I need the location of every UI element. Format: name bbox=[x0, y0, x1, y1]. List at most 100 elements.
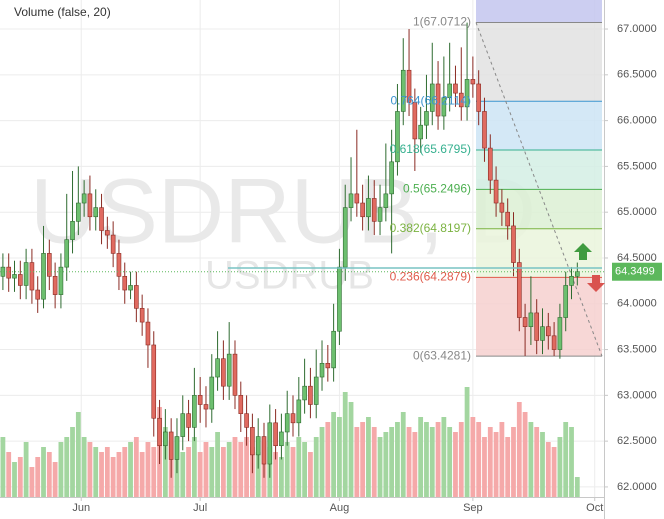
candle-body bbox=[41, 253, 46, 300]
volume-bar bbox=[52, 462, 58, 497]
volume-legend: Volume (false, 20) bbox=[14, 5, 111, 19]
candle-body bbox=[244, 413, 249, 428]
volume-bar bbox=[308, 452, 313, 497]
volume-bar bbox=[354, 427, 360, 497]
volume-bar bbox=[12, 462, 17, 497]
volume-bar bbox=[557, 437, 563, 497]
candle-body bbox=[105, 230, 110, 236]
x-tick-label: Oct bbox=[586, 502, 603, 514]
volume-bar bbox=[511, 427, 516, 497]
candle-body bbox=[99, 207, 104, 231]
x-tick-label: Jun bbox=[72, 502, 90, 514]
candle-body bbox=[313, 376, 319, 405]
volume-bar bbox=[331, 412, 337, 497]
sell-arrow[interactable] bbox=[587, 275, 605, 292]
volume-bar bbox=[58, 442, 64, 497]
volume-bar bbox=[499, 422, 505, 497]
candle-body bbox=[325, 362, 331, 369]
fib-label: 0.5(65.2496) bbox=[403, 182, 471, 196]
candle-body bbox=[447, 83, 452, 99]
volume-bar bbox=[191, 437, 197, 497]
candle-body bbox=[354, 193, 360, 204]
volume-bar bbox=[180, 452, 186, 497]
candle-body bbox=[418, 124, 423, 140]
volume-bar bbox=[162, 427, 168, 497]
candle-body bbox=[569, 275, 574, 286]
candle-body bbox=[134, 285, 139, 309]
fib-label: 0.764(66.2114) bbox=[390, 93, 471, 107]
volume-bar bbox=[453, 432, 458, 497]
fib-band bbox=[476, 101, 602, 150]
buy-arrow[interactable] bbox=[574, 243, 592, 260]
volume-bar bbox=[476, 422, 482, 497]
x-tick-label: Jul bbox=[193, 502, 207, 514]
volume-bar bbox=[128, 442, 133, 497]
candle-body bbox=[516, 262, 522, 318]
volume-bar bbox=[418, 417, 424, 497]
volume-bar bbox=[424, 422, 429, 497]
volume-bar bbox=[395, 422, 400, 497]
candle-body bbox=[145, 321, 151, 346]
candle-body bbox=[215, 358, 220, 378]
candle-body bbox=[47, 253, 52, 277]
fib-band bbox=[476, 277, 602, 357]
volume-bar bbox=[447, 427, 453, 497]
volume-bar bbox=[528, 422, 534, 497]
candle-body bbox=[186, 413, 191, 428]
volume-bar bbox=[238, 442, 244, 497]
candle-body bbox=[493, 179, 499, 204]
volume-bar bbox=[70, 427, 75, 497]
volume-bar bbox=[75, 412, 81, 497]
volume-bar bbox=[337, 417, 342, 497]
fib-label: 0(63.4281) bbox=[413, 348, 471, 362]
volume-bar bbox=[366, 417, 371, 497]
volume-bar bbox=[93, 447, 99, 497]
candle-body bbox=[348, 193, 354, 208]
volume-bar bbox=[244, 437, 249, 497]
y-tick-label: 67.0000 bbox=[617, 23, 657, 35]
candle-body bbox=[464, 79, 470, 108]
candle-body bbox=[337, 266, 342, 332]
candle-body bbox=[64, 239, 70, 268]
candle-body bbox=[116, 253, 122, 277]
volume-bar bbox=[226, 442, 232, 497]
last-price-label: 64.3499 bbox=[615, 266, 655, 278]
watermark: USDRUB, D bbox=[30, 160, 536, 262]
volume-bar bbox=[482, 437, 487, 497]
candle-body bbox=[499, 202, 505, 213]
candle-body bbox=[551, 335, 557, 350]
volume-bar bbox=[46, 452, 52, 497]
volume-bar bbox=[41, 447, 46, 497]
x-tick-label: Sep bbox=[463, 502, 483, 514]
candle-body bbox=[424, 111, 429, 126]
candle-body bbox=[476, 83, 481, 112]
candle-body bbox=[192, 395, 197, 428]
volume-bar bbox=[360, 422, 366, 497]
volume-bar bbox=[99, 452, 104, 497]
candle-body bbox=[168, 431, 174, 460]
volume-bar bbox=[545, 442, 551, 497]
volume-bar bbox=[110, 457, 116, 497]
candle-body bbox=[267, 422, 273, 465]
candle-body bbox=[139, 308, 145, 323]
volume-bar bbox=[290, 447, 296, 497]
candle-body bbox=[273, 422, 278, 447]
volume-bar bbox=[371, 427, 377, 497]
volume-bar bbox=[493, 432, 499, 497]
y-tick-label: 62.5000 bbox=[617, 435, 657, 447]
volume-bar bbox=[435, 422, 441, 497]
candle-body bbox=[221, 358, 226, 387]
volume-bar bbox=[319, 427, 325, 497]
candle-body bbox=[87, 193, 93, 218]
candle-body bbox=[331, 330, 336, 369]
volume-bar bbox=[186, 447, 191, 497]
candle-body bbox=[575, 271, 580, 277]
candle-body bbox=[93, 207, 99, 218]
candle-body bbox=[6, 266, 12, 279]
candle-body bbox=[302, 385, 307, 401]
y-tick-label: 62.0000 bbox=[617, 481, 657, 493]
volume-bar bbox=[400, 412, 406, 497]
candle-body bbox=[18, 274, 23, 286]
candle-body bbox=[157, 417, 162, 447]
candle-body bbox=[453, 83, 458, 94]
